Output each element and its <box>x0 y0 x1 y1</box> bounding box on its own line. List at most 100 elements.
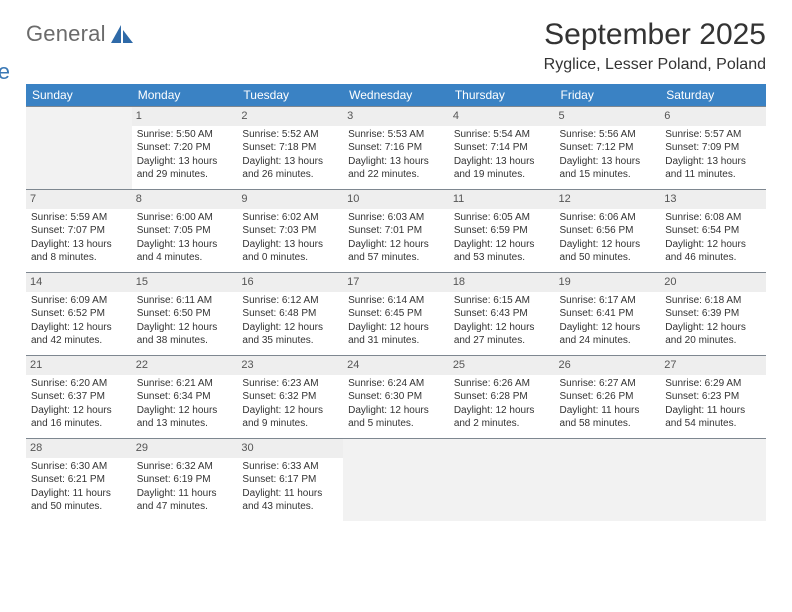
sunrise-text: Sunrise: 6:09 AM <box>31 294 127 308</box>
sunset-text: Sunset: 6:28 PM <box>454 390 550 404</box>
sunrise-text: Sunrise: 6:03 AM <box>348 211 444 225</box>
sunrise-text: Sunrise: 6:32 AM <box>137 460 233 474</box>
sunset-text: Sunset: 7:09 PM <box>665 141 761 155</box>
sunrise-text: Sunrise: 6:17 AM <box>560 294 656 308</box>
daylight-text: Daylight: 13 hours and 22 minutes. <box>348 155 444 182</box>
daylight-text: Daylight: 12 hours and 31 minutes. <box>348 321 444 348</box>
daylight-text: Daylight: 13 hours and 0 minutes. <box>242 238 338 265</box>
page-subtitle: Ryglice, Lesser Poland, Poland <box>544 56 766 74</box>
calendar-day: 12Sunrise: 6:06 AMSunset: 6:56 PMDayligh… <box>555 190 661 273</box>
day-number: 17 <box>343 273 449 292</box>
calendar-day: 26Sunrise: 6:27 AMSunset: 6:26 PMDayligh… <box>555 356 661 439</box>
calendar-empty <box>26 107 132 190</box>
calendar-empty <box>555 439 661 522</box>
day-number: 12 <box>555 190 661 209</box>
sunset-text: Sunset: 6:37 PM <box>31 390 127 404</box>
daylight-text: Daylight: 12 hours and 50 minutes. <box>560 238 656 265</box>
day-number: 21 <box>26 356 132 375</box>
calendar-day: 8Sunrise: 6:00 AMSunset: 7:05 PMDaylight… <box>132 190 238 273</box>
day-number: 26 <box>555 356 661 375</box>
day-number: 19 <box>555 273 661 292</box>
day-number: 29 <box>132 439 238 458</box>
calendar-day: 27Sunrise: 6:29 AMSunset: 6:23 PMDayligh… <box>660 356 766 439</box>
calendar-week: 7Sunrise: 5:59 AMSunset: 7:07 PMDaylight… <box>26 190 766 273</box>
sunrise-text: Sunrise: 6:11 AM <box>137 294 233 308</box>
calendar-day: 2Sunrise: 5:52 AMSunset: 7:18 PMDaylight… <box>237 107 343 190</box>
calendar-day: 9Sunrise: 6:02 AMSunset: 7:03 PMDaylight… <box>237 190 343 273</box>
calendar-day: 15 Sunrise: 6:11 AMSunset: 6:50 PMDayligh… <box>132 273 238 356</box>
sunset-text: Sunset: 6:23 PM <box>665 390 761 404</box>
daylight-text: Daylight: 13 hours and 8 minutes. <box>31 238 127 265</box>
daylight-text: Daylight: 12 hours and 27 minutes. <box>454 321 550 348</box>
calendar-day: 20Sunrise: 6:18 AMSunset: 6:39 PMDayligh… <box>660 273 766 356</box>
day-number: 27 <box>660 356 766 375</box>
sunrise-text: Sunrise: 6:06 AM <box>560 211 656 225</box>
sunrise-text: Sunrise: 6:24 AM <box>348 377 444 391</box>
daylight-text: Daylight: 12 hours and 57 minutes. <box>348 238 444 265</box>
day-number: 8 <box>132 190 238 209</box>
weekday-header: Saturday <box>660 84 766 107</box>
daylight-text: Daylight: 12 hours and 38 minutes. <box>137 321 233 348</box>
sunset-text: Sunset: 6:17 PM <box>242 473 338 487</box>
sunset-text: Sunset: 6:32 PM <box>242 390 338 404</box>
calendar-day: 6Sunrise: 5:57 AMSunset: 7:09 PMDaylight… <box>660 107 766 190</box>
calendar-day: 14Sunrise: 6:09 AMSunset: 6:52 PMDayligh… <box>26 273 132 356</box>
calendar-week: 14Sunrise: 6:09 AMSunset: 6:52 PMDayligh… <box>26 273 766 356</box>
sunrise-text: Sunrise: 6:26 AM <box>454 377 550 391</box>
weekday-row: SundayMondayTuesdayWednesdayThursdayFrid… <box>26 84 766 107</box>
calendar-day: 17Sunrise: 6:14 AMSunset: 6:45 PMDayligh… <box>343 273 449 356</box>
weekday-header: Tuesday <box>237 84 343 107</box>
sunrise-text: Sunrise: 6:33 AM <box>242 460 338 474</box>
day-number: 15 <box>132 273 238 292</box>
day-number: 22 <box>132 356 238 375</box>
sunset-text: Sunset: 6:59 PM <box>454 224 550 238</box>
day-number: 10 <box>343 190 449 209</box>
day-number: 25 <box>449 356 555 375</box>
logo-word-blue: Blue <box>0 62 10 82</box>
calendar-day: 1Sunrise: 5:50 AMSunset: 7:20 PMDaylight… <box>132 107 238 190</box>
calendar-day: 5Sunrise: 5:56 AMSunset: 7:12 PMDaylight… <box>555 107 661 190</box>
sunset-text: Sunset: 7:20 PM <box>137 141 233 155</box>
sunrise-text: Sunrise: 5:56 AM <box>560 128 656 142</box>
sunset-text: Sunset: 6:34 PM <box>137 390 233 404</box>
page-title: September 2025 <box>544 18 766 52</box>
day-number: 20 <box>660 273 766 292</box>
daylight-text: Daylight: 12 hours and 53 minutes. <box>454 238 550 265</box>
sunset-text: Sunset: 6:43 PM <box>454 307 550 321</box>
day-number: 6 <box>660 107 766 126</box>
sunrise-text: Sunrise: 5:50 AM <box>137 128 233 142</box>
day-number: 13 <box>660 190 766 209</box>
day-number: 11 <box>449 190 555 209</box>
calendar-day: 11 Sunrise: 6:05 AMSunset: 6:59 PMDayligh… <box>449 190 555 273</box>
sunset-text: Sunset: 7:18 PM <box>242 141 338 155</box>
sunset-text: Sunset: 6:54 PM <box>665 224 761 238</box>
calendar-day: 25Sunrise: 6:26 AMSunset: 6:28 PMDayligh… <box>449 356 555 439</box>
calendar-day: 10 Sunrise: 6:03 AMSunset: 7:01 PMDayligh… <box>343 190 449 273</box>
sunset-text: Sunset: 7:05 PM <box>137 224 233 238</box>
weekday-header: Thursday <box>449 84 555 107</box>
sunrise-text: Sunrise: 5:54 AM <box>454 128 550 142</box>
calendar-day: 7Sunrise: 5:59 AMSunset: 7:07 PMDaylight… <box>26 190 132 273</box>
calendar-day: 29Sunrise: 6:32 AMSunset: 6:19 PMDayligh… <box>132 439 238 522</box>
calendar-day: 24Sunrise: 6:24 AMSunset: 6:30 PMDayligh… <box>343 356 449 439</box>
day-number: 24 <box>343 356 449 375</box>
sunrise-text: Sunrise: 6:05 AM <box>454 211 550 225</box>
weekday-header: Sunday <box>26 84 132 107</box>
sunset-text: Sunset: 6:50 PM <box>137 307 233 321</box>
calendar-day: 28Sunrise: 6:30 AMSunset: 6:21 PMDayligh… <box>26 439 132 522</box>
sunset-text: Sunset: 7:01 PM <box>348 224 444 238</box>
calendar-day: 18Sunrise: 6:15 AMSunset: 6:43 PMDayligh… <box>449 273 555 356</box>
sunrise-text: Sunrise: 6:20 AM <box>31 377 127 391</box>
daylight-text: Daylight: 11 hours and 50 minutes. <box>31 487 127 514</box>
daylight-text: Daylight: 12 hours and 35 minutes. <box>242 321 338 348</box>
daylight-text: Daylight: 12 hours and 9 minutes. <box>242 404 338 431</box>
daylight-text: Daylight: 12 hours and 13 minutes. <box>137 404 233 431</box>
calendar-day: 16Sunrise: 6:12 AMSunset: 6:48 PMDayligh… <box>237 273 343 356</box>
sunrise-text: Sunrise: 5:57 AM <box>665 128 761 142</box>
day-number: 5 <box>555 107 661 126</box>
sunset-text: Sunset: 6:26 PM <box>560 390 656 404</box>
sunrise-text: Sunrise: 6:00 AM <box>137 211 233 225</box>
daylight-text: Daylight: 11 hours and 47 minutes. <box>137 487 233 514</box>
calendar-day: 21Sunrise: 6:20 AMSunset: 6:37 PMDayligh… <box>26 356 132 439</box>
day-number: 1 <box>132 107 238 126</box>
